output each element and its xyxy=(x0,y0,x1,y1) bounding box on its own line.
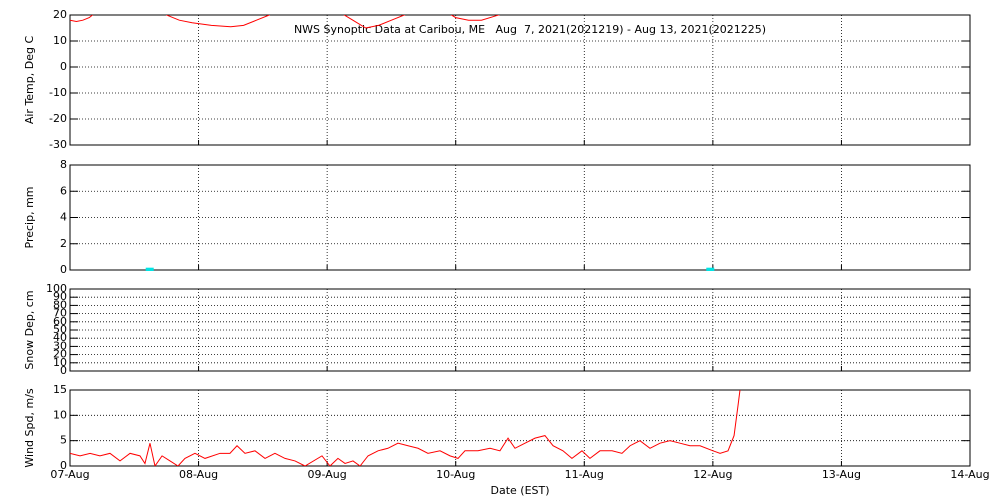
x-axis-label: Date (EST) xyxy=(490,484,549,497)
data-line xyxy=(70,15,501,29)
y-axis-label: Precip, mm xyxy=(23,187,36,249)
plot-frame xyxy=(69,288,971,372)
y-tick-label: 2 xyxy=(60,237,67,250)
y-tick-label: 20 xyxy=(53,8,67,21)
x-tick-label: 14-Aug xyxy=(950,468,989,481)
y-tick-label: 60 xyxy=(53,315,67,328)
chart-title: NWS Synoptic Data at Caribou, ME Aug 7, … xyxy=(294,23,766,36)
y-tick-label: 10 xyxy=(53,34,67,47)
y-axis-label: Snow Dep, cm xyxy=(23,290,36,369)
bar xyxy=(706,267,715,271)
y-tick-label: 50 xyxy=(53,323,67,336)
y-tick-label: 5 xyxy=(60,434,67,447)
y-tick-label: 70 xyxy=(53,307,67,320)
y-tick-label: 30 xyxy=(53,339,67,352)
plot-frame xyxy=(69,164,971,271)
y-tick-label: 0 xyxy=(60,60,67,73)
x-tick-label: 12-Aug xyxy=(693,468,732,481)
x-tick-label: 10-Aug xyxy=(436,468,475,481)
plot-frame xyxy=(69,14,971,146)
y-tick-label: 15 xyxy=(53,383,67,396)
y-tick-label: 0 xyxy=(60,459,67,472)
y-axis-label: Wind Spd, m/s xyxy=(23,388,36,468)
x-tick-label: 09-Aug xyxy=(308,468,347,481)
x-tick-label: 07-Aug xyxy=(50,468,89,481)
plot-frame xyxy=(69,389,971,467)
x-tick-label: 11-Aug xyxy=(565,468,604,481)
y-tick-label: 100 xyxy=(46,282,67,295)
data-line xyxy=(70,390,741,466)
x-tick-label: 13-Aug xyxy=(822,468,861,481)
y-tick-label: 4 xyxy=(60,211,67,224)
y-tick-label: 10 xyxy=(53,356,67,369)
x-tick-label: 08-Aug xyxy=(179,468,218,481)
y-tick-label: 0 xyxy=(60,364,67,377)
y-tick-label: 80 xyxy=(53,298,67,311)
y-tick-label: 8 xyxy=(60,158,67,171)
y-tick-label: -10 xyxy=(49,86,67,99)
y-tick-label: -30 xyxy=(49,138,67,151)
y-tick-label: -20 xyxy=(49,112,67,125)
y-tick-label: 6 xyxy=(60,184,67,197)
y-axis-label: Air Temp, Deg C xyxy=(23,36,36,125)
y-tick-label: 10 xyxy=(53,408,67,421)
bar xyxy=(145,267,154,271)
y-tick-label: 90 xyxy=(53,290,67,303)
y-tick-label: 20 xyxy=(53,348,67,361)
y-tick-label: 0 xyxy=(60,263,67,276)
y-tick-label: 40 xyxy=(53,331,67,344)
